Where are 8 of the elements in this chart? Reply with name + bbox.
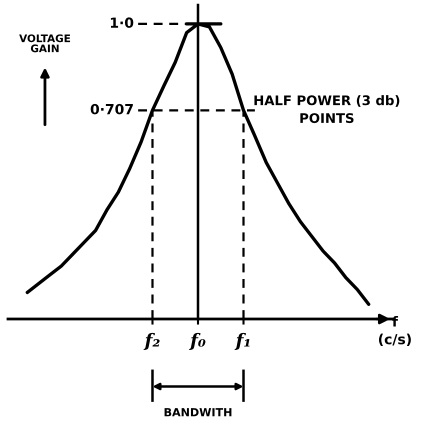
ref-line-label: 1·0 (110, 17, 134, 28)
y-axis-title: VOLTAGE GAIN (19, 34, 70, 52)
text: BANDWITH (164, 408, 232, 416)
x-tick-label: f₀ (189, 332, 206, 350)
x-tick-label: f₂ (144, 332, 160, 350)
annotation: HALF POWER (3 db) POINTS (254, 95, 400, 124)
x-tick-label: f₁ (234, 332, 250, 350)
ref-line-label: 0·707 (90, 104, 133, 114)
